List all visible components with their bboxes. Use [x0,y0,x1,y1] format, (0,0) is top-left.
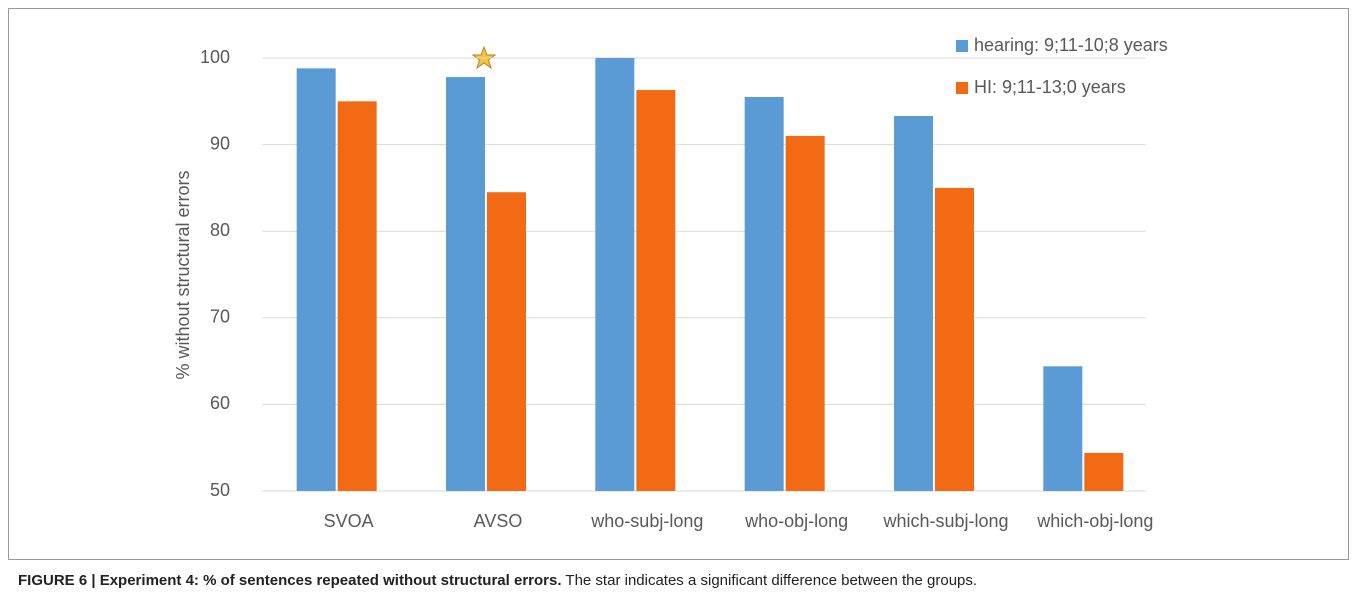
y-tick-label: 80 [210,220,230,240]
bar [1043,366,1082,491]
bar [894,116,933,491]
bar [487,192,526,491]
legend-swatch [956,40,968,52]
figure-border [9,9,1349,560]
x-tick-label: AVSO [474,511,523,531]
legend-label: hearing: 9;11-10;8 years [974,35,1168,55]
x-tick-label: who-obj-long [744,511,848,531]
legend-swatch [956,82,968,94]
caption-text: The star indicates a significant differe… [565,572,977,589]
bar [1084,453,1123,491]
x-tick-label: who-subj-long [590,511,703,531]
y-tick-label: 50 [210,480,230,500]
bar [636,90,675,491]
bar [338,101,377,491]
x-tick-label: which-subj-long [882,511,1008,531]
chart: % without structural errors 50 60 70 80 90 10… [0,0,1357,566]
y-tick-label: 100 [200,47,230,67]
bar [595,58,634,491]
bar [745,97,784,491]
x-tick-label: which-obj-long [1036,511,1153,531]
y-tick-label: 70 [210,307,230,327]
figure: % without structural errors 50 60 70 80 90 10… [0,0,1357,602]
legend-label: HI: 9;11-13;0 years [974,77,1126,97]
bar [446,77,485,491]
caption-label: FIGURE 6 | Experiment 4: % of sentences … [18,572,562,589]
y-tick-label: 60 [210,393,230,413]
caption: FIGURE 6 | Experiment 4: % of sentences … [18,572,977,589]
y-axis-label: % without structural errors [173,170,193,379]
y-tick-label: 90 [210,133,230,153]
bar [935,188,974,491]
bar [297,68,336,491]
x-tick-label: SVOA [324,511,374,531]
bar [786,136,825,491]
